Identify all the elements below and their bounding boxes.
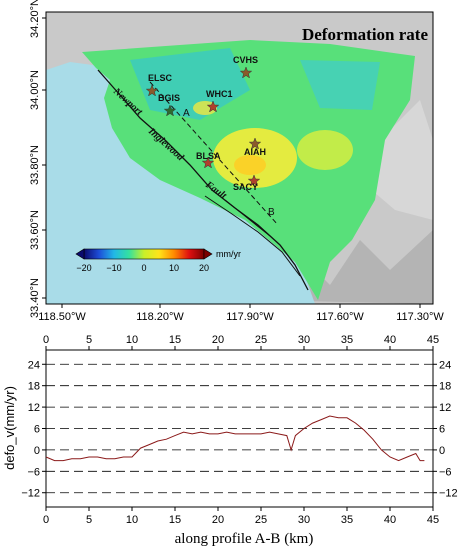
station-label: BLSA (196, 151, 221, 161)
y-tick-label: 18 (28, 381, 40, 393)
x-top-tick-label: 25 (255, 334, 267, 346)
station-label: WHC1 (206, 89, 233, 99)
x-top-tick-label: 45 (427, 334, 439, 346)
profile-chart: 0 5 10 15 20 25 30 35 40 45 0 5 10 15 20 25 30 35 40 45 −1… (2, 334, 458, 547)
map-lon-tick-label: 117.60°W (316, 311, 364, 323)
colorbar-tick-label: 20 (199, 263, 209, 273)
x-tick-label: 30 (298, 514, 310, 526)
fault-strand (204, 195, 301, 277)
station-label: SACY (233, 182, 258, 192)
newport-inglewood-fault (97, 69, 309, 291)
fault-strand-2 (224, 199, 271, 237)
x-tick-label: 35 (341, 514, 353, 526)
x-top-tick-label: 35 (341, 334, 353, 346)
colorbar-tick-label: −20 (76, 263, 91, 273)
insar-uplift-area-2 (297, 130, 353, 170)
y-right-tick-label: 24 (439, 359, 451, 371)
map-latitude-ticks: 34.20°N 34.00°N 33.80°N 33.60°N 33.40°N (29, 0, 46, 318)
x-tick-label: 5 (86, 514, 92, 526)
map-lat-tick-label: 34.00°N (29, 70, 41, 110)
x-tick-label: 20 (212, 514, 224, 526)
y-right-tick-label: 6 (439, 424, 445, 436)
station-label: CVHS (233, 55, 258, 65)
map-lat-tick-label: 33.60°N (29, 210, 41, 250)
x-tick-label: 40 (384, 514, 396, 526)
x-top-tick-label: 30 (298, 334, 310, 346)
x-top-tick-label: 0 (43, 334, 49, 346)
profile-start-label: A (183, 108, 190, 119)
stations-layer: ELSC BGIS WHC1 CVHS BLSA AIAH SACY (145, 55, 266, 192)
x-tick-label: 25 (255, 514, 267, 526)
y-right-tick-label: −6 (439, 466, 452, 478)
map-lon-tick-label: 117.90°W (226, 311, 274, 323)
station-label: BGIS (158, 93, 180, 103)
colorbar-unit: mm/yr (216, 249, 241, 259)
x-axis-label: along profile A-B (km) (175, 531, 314, 547)
x-top-tick-label: 20 (212, 334, 224, 346)
x-top-tick-label: 5 (86, 334, 92, 346)
y-axis-left: −12 −6 0 6 12 18 24 (21, 359, 46, 500)
y-axis-right: −12 −6 0 6 12 18 24 (433, 359, 458, 500)
y-right-tick-label: −12 (439, 488, 458, 500)
y-axis-label: defo_v(mm/yr) (2, 386, 17, 470)
insar-uplift-core (234, 155, 266, 175)
station-marker (239, 66, 253, 79)
colorbar-left-arrow (75, 248, 85, 260)
map-frame (45, 11, 434, 305)
colorbar-tick-label: 0 (141, 263, 146, 273)
map-lon-tick-label: 117.30°W (396, 311, 444, 323)
station-marker (201, 156, 215, 169)
x-tick-label: 15 (169, 514, 181, 526)
grid-lines (46, 363, 433, 494)
station-marker (206, 100, 220, 113)
profile-end-label: B (268, 207, 275, 218)
y-tick-label: 24 (28, 359, 40, 371)
y-tick-label: 6 (34, 424, 40, 436)
x-axis-bottom: 0 5 10 15 20 25 30 35 40 45 (43, 507, 439, 526)
map-lon-tick-label: 118.20°W (136, 311, 184, 323)
colorbar-right-arrow (203, 248, 213, 260)
x-top-tick-label: 15 (169, 334, 181, 346)
x-top-tick-label: 40 (384, 334, 396, 346)
x-tick-label: 0 (43, 514, 49, 526)
map-longitude-ticks: 118.50°W 118.20°W 117.90°W 117.60°W 117.30°W (38, 304, 444, 323)
colorbar: −20 −10 0 10 20 mm/yr (75, 248, 241, 273)
x-top-tick-label: 10 (126, 334, 138, 346)
map-lat-tick-label: 33.80°N (29, 145, 41, 185)
y-tick-label: −12 (21, 488, 40, 500)
colorbar-ticks: −20 −10 0 10 20 (76, 263, 209, 273)
y-right-tick-label: 0 (439, 445, 445, 457)
x-tick-label: 10 (126, 514, 138, 526)
y-tick-label: 0 (34, 445, 40, 457)
station-marker (247, 174, 261, 187)
station-label: AIAH (244, 147, 266, 157)
station-marker (163, 104, 177, 117)
map-lat-tick-label: 34.20°N (29, 0, 41, 38)
map-title: Deformation rate (302, 25, 428, 44)
map-lon-tick-label: 118.50°W (38, 311, 86, 323)
station-marker (145, 84, 159, 97)
colorbar-tick-label: −10 (106, 263, 121, 273)
map-lat-tick-label: 33.40°N (29, 278, 41, 318)
station-marker (248, 137, 262, 150)
insar-cyan-patch-2 (300, 60, 380, 110)
insar-yellow-patch (193, 101, 217, 115)
x-tick-label: 45 (427, 514, 439, 526)
y-right-tick-label: 12 (439, 402, 451, 414)
x-axis-top: 0 5 10 15 20 25 30 35 40 45 (43, 334, 439, 350)
colorbar-bar (83, 248, 205, 260)
station-label: ELSC (148, 73, 173, 83)
y-tick-label: 12 (28, 402, 40, 414)
y-right-tick-label: 18 (439, 381, 451, 393)
y-tick-label: −6 (27, 466, 40, 478)
insar-cyan-patch (130, 48, 250, 120)
profile-series-line (45, 415, 425, 462)
colorbar-tick-label: 10 (169, 263, 179, 273)
